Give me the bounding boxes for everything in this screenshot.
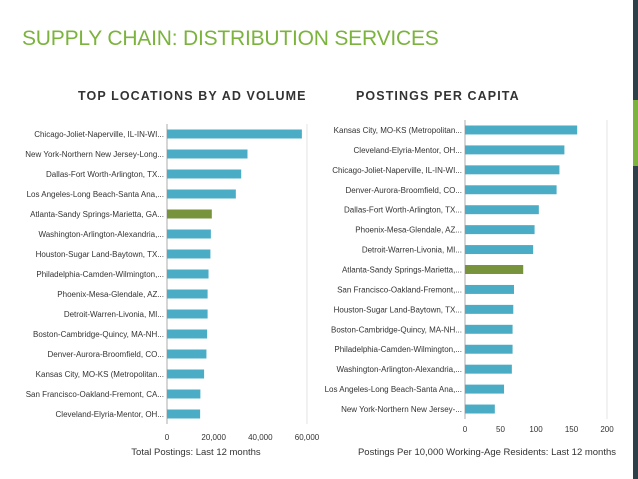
bar: [167, 149, 248, 159]
category-label: Denver-Aurora-Broomfield, CO...: [346, 186, 462, 195]
category-label: Houston-Sugar Land-Baytown, TX...: [36, 250, 164, 259]
bar: [167, 409, 201, 419]
category-label: Philadelphia-Camden-Wilmington,...: [334, 345, 462, 354]
bar: [465, 404, 495, 414]
category-label: Phoenix-Mesa-Glendale, AZ...: [355, 226, 462, 235]
bar: [465, 344, 513, 354]
x-tick-label: 60,000: [295, 433, 320, 442]
bar: [167, 309, 208, 319]
category-label: Washington-Arlington-Alexandria,...: [38, 230, 164, 239]
category-label: Los Angeles-Long Beach-Santa Ana,...: [325, 385, 462, 394]
bar: [465, 265, 524, 274]
category-label: Washington-Arlington-Alexandria,...: [336, 365, 462, 374]
category-label: Detroit-Warren-Livonia, MI...: [362, 246, 462, 255]
category-label: Detroit-Warren-Livonia, MI...: [64, 310, 164, 319]
category-label: Cleveland-Elyria-Mentor, OH...: [56, 410, 164, 419]
category-label: Kansas City, MO-KS (Metropolitan...: [334, 126, 462, 135]
bar: [167, 209, 212, 219]
x-axis-label: Postings Per 10,000 Working-Age Resident…: [358, 447, 616, 458]
category-label: Houston-Sugar Land-Baytown, TX...: [334, 305, 462, 314]
bar: [167, 289, 208, 299]
chart-title-ad-volume: TOP LOCATIONS BY AD VOLUME: [78, 89, 307, 103]
category-label: Boston-Cambridge-Quincy, MA-NH...: [331, 325, 462, 334]
page-title: SUPPLY CHAIN: DISTRIBUTION SERVICES: [22, 27, 439, 50]
bar: [167, 249, 211, 259]
x-tick-label: 200: [600, 425, 614, 434]
bar: [465, 324, 513, 334]
x-axis-label: Total Postings: Last 12 months: [131, 447, 261, 458]
bar: [465, 185, 557, 195]
bar: [167, 269, 209, 279]
category-label: Philadelphia-Camden-Wilmington,...: [36, 270, 164, 279]
bar: [465, 205, 539, 215]
bar: [167, 329, 208, 339]
x-tick-label: 150: [565, 425, 579, 434]
bar: [167, 349, 207, 359]
category-label: Los Angeles-Long Beach-Santa Ana,...: [27, 190, 164, 199]
category-label: Denver-Aurora-Broomfield, CO...: [48, 350, 164, 359]
x-tick-label: 40,000: [248, 433, 273, 442]
bar: [167, 369, 205, 379]
bar: [465, 145, 565, 155]
category-label: Atlanta-Sandy Springs-Marietta, GA...: [30, 210, 164, 219]
bar: [465, 304, 514, 314]
category-label: Chicago-Joliet-Naperville, IL-IN-WI...: [332, 166, 462, 175]
category-label: Boston-Cambridge-Quincy, MA-NH...: [33, 330, 164, 339]
x-tick-label: 20,000: [201, 433, 226, 442]
bar: [167, 129, 302, 139]
bar: [167, 189, 236, 199]
bar: [167, 389, 201, 399]
chart-title-per-capita: POSTINGS PER CAPITA: [356, 89, 520, 103]
category-label: San Francisco-Oakland-Fremont,...: [337, 285, 462, 294]
bar: [465, 225, 535, 235]
category-label: Cleveland-Elyria-Mentor, OH...: [354, 146, 462, 155]
bar: [465, 384, 505, 394]
bar: [167, 169, 242, 179]
bar: [465, 284, 514, 294]
right-accent-highlight: [633, 100, 638, 166]
category-label: Dallas-Fort Worth-Arlington, TX...: [46, 170, 164, 179]
category-label: Atlanta-Sandy Springs-Marietta,...: [342, 266, 462, 275]
bar: [465, 364, 512, 374]
category-label: Phoenix-Mesa-Glendale, AZ...: [57, 290, 164, 299]
x-tick-label: 0: [463, 425, 468, 434]
bar: [465, 125, 578, 135]
x-tick-label: 50: [496, 425, 505, 434]
x-tick-label: 0: [165, 433, 170, 442]
x-tick-label: 100: [529, 425, 543, 434]
category-label: New York-Northern New Jersey-...: [341, 405, 462, 414]
bar: [465, 245, 534, 255]
category-label: Chicago-Joliet-Naperville, IL-IN-WI...: [34, 130, 164, 139]
category-label: New York-Northern New Jersey-Long...: [25, 150, 164, 159]
bar: [167, 229, 211, 239]
right-accent-bar: [633, 0, 638, 479]
category-label: San Francisco-Oakland-Fremont, CA...: [26, 390, 164, 399]
category-label: Dallas-Fort Worth-Arlington, TX...: [344, 206, 462, 215]
bar: [465, 165, 560, 175]
category-label: Kansas City, MO-KS (Metropolitan...: [36, 370, 164, 379]
